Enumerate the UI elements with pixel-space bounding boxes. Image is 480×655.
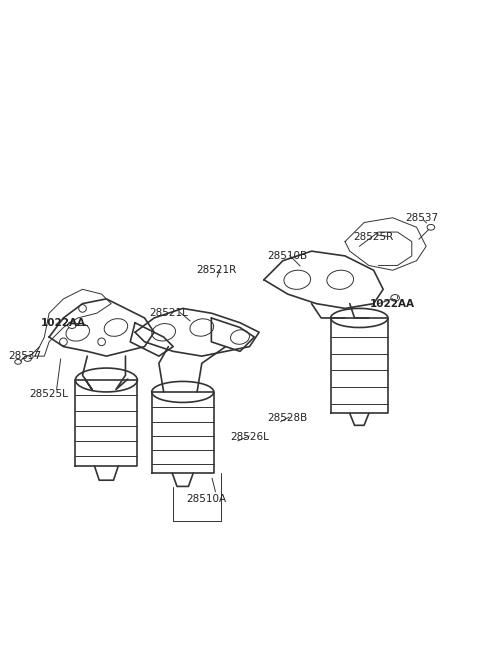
Ellipse shape bbox=[60, 338, 67, 346]
Text: 28525R: 28525R bbox=[353, 232, 394, 242]
Ellipse shape bbox=[79, 305, 86, 312]
Text: 28537: 28537 bbox=[9, 351, 42, 361]
Ellipse shape bbox=[98, 338, 106, 346]
Text: 28526L: 28526L bbox=[230, 432, 269, 442]
Ellipse shape bbox=[391, 295, 399, 301]
Ellipse shape bbox=[68, 322, 76, 328]
Text: 28521L: 28521L bbox=[149, 309, 188, 318]
Text: 28528B: 28528B bbox=[267, 413, 308, 423]
Text: 1022AA: 1022AA bbox=[370, 299, 415, 309]
Text: 1022AA: 1022AA bbox=[41, 318, 86, 328]
Text: 28510B: 28510B bbox=[268, 251, 308, 261]
Text: 28537: 28537 bbox=[405, 213, 438, 223]
Text: 28510A: 28510A bbox=[187, 495, 227, 504]
Text: 28525L: 28525L bbox=[30, 389, 69, 400]
Text: 28521R: 28521R bbox=[196, 265, 236, 275]
